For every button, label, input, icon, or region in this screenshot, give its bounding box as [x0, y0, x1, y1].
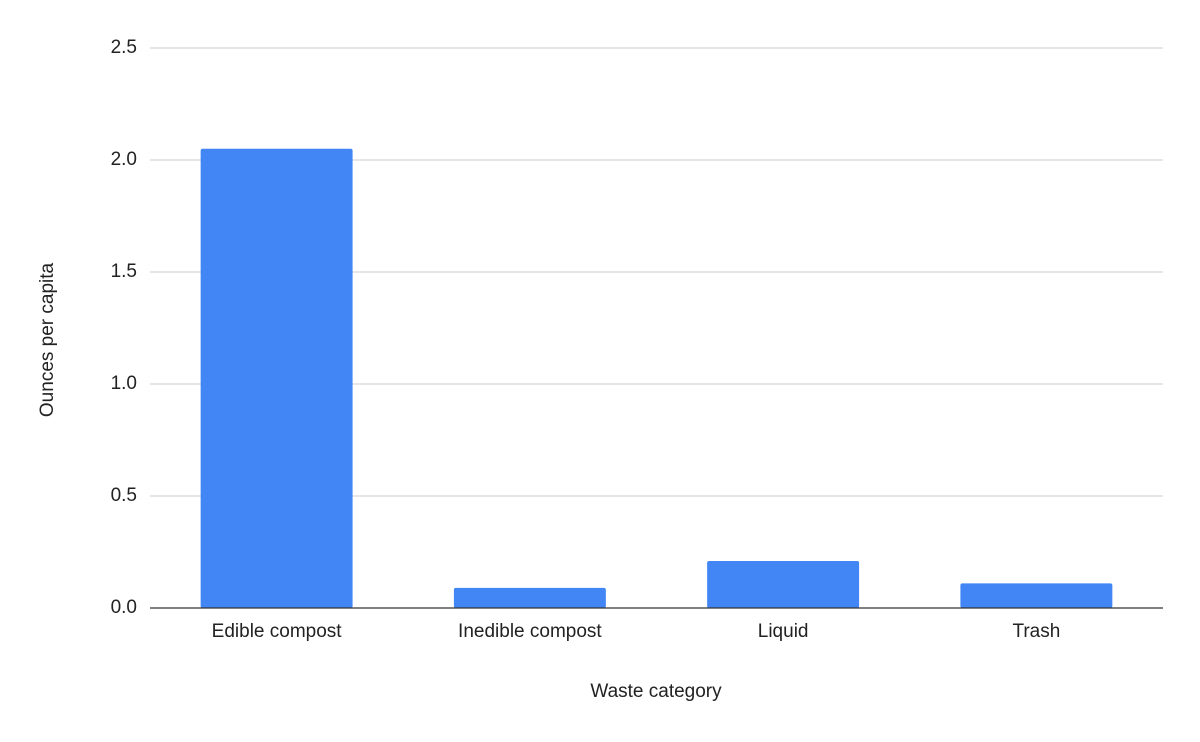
y-tick-label: 0.5: [111, 485, 137, 506]
bar: [707, 560, 860, 608]
y-tick-label: 1.0: [111, 373, 137, 394]
y-tick-label: 2.5: [111, 37, 137, 58]
x-tick-label: Edible compost: [212, 621, 343, 642]
y-axis-title: Ounces per capita: [37, 262, 58, 417]
x-tick-label: Inedible compost: [458, 621, 602, 642]
bar: [200, 148, 353, 609]
x-axis-title: Waste category: [590, 681, 722, 702]
x-tick-label: Liquid: [758, 621, 809, 642]
bar: [453, 587, 606, 608]
y-tick-label: 2.0: [111, 149, 137, 170]
x-tick-label: Trash: [1012, 621, 1060, 642]
bar: [960, 583, 1113, 608]
y-tick-label: 0.0: [111, 597, 137, 618]
y-tick-label: 1.5: [111, 261, 137, 282]
